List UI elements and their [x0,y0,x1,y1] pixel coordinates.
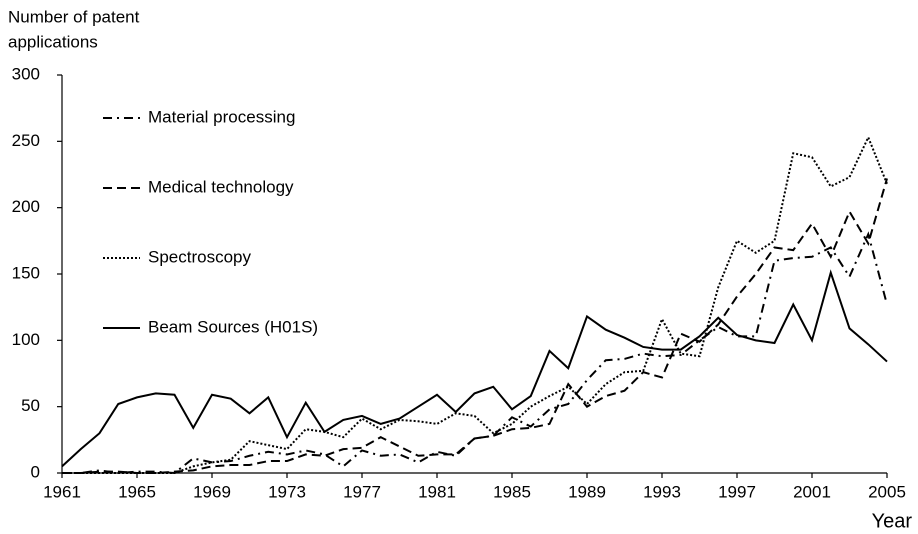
y-tick-label: 200 [12,197,40,216]
legend-label: Material processing [148,107,295,126]
legend-label: Medical technology [148,177,294,196]
y-axis-title: applications [8,32,98,51]
x-tick-label: 1989 [568,482,606,501]
y-tick-label: 100 [12,330,40,349]
x-tick-label: 1965 [118,482,156,501]
legend-label: Spectroscopy [148,247,251,266]
y-tick-label: 300 [12,64,40,83]
series-line [62,178,888,474]
series-line [62,134,888,474]
x-tick-label: 1985 [493,482,531,501]
y-tick-label: 250 [12,131,40,150]
series-line [62,231,888,475]
x-tick-label: 2001 [793,482,831,501]
x-tick-label: 1997 [718,482,756,501]
x-tick-label: 2005 [868,482,906,501]
x-tick-label: 1977 [343,482,381,501]
legend-label: Beam Sources (H01S) [148,317,318,336]
x-tick-label: 1993 [643,482,681,501]
y-tick-label: 0 [31,462,40,481]
y-axis-title: Number of patent [8,7,140,26]
x-axis-title: Year [872,510,913,532]
x-tick-label: 1973 [268,482,306,501]
series-line [61,269,888,468]
y-tick-label: 50 [21,396,40,415]
y-tick-label: 150 [12,263,40,282]
x-tick-label: 1969 [193,482,231,501]
x-tick-label: 1961 [43,482,81,501]
x-tick-label: 1981 [418,482,456,501]
